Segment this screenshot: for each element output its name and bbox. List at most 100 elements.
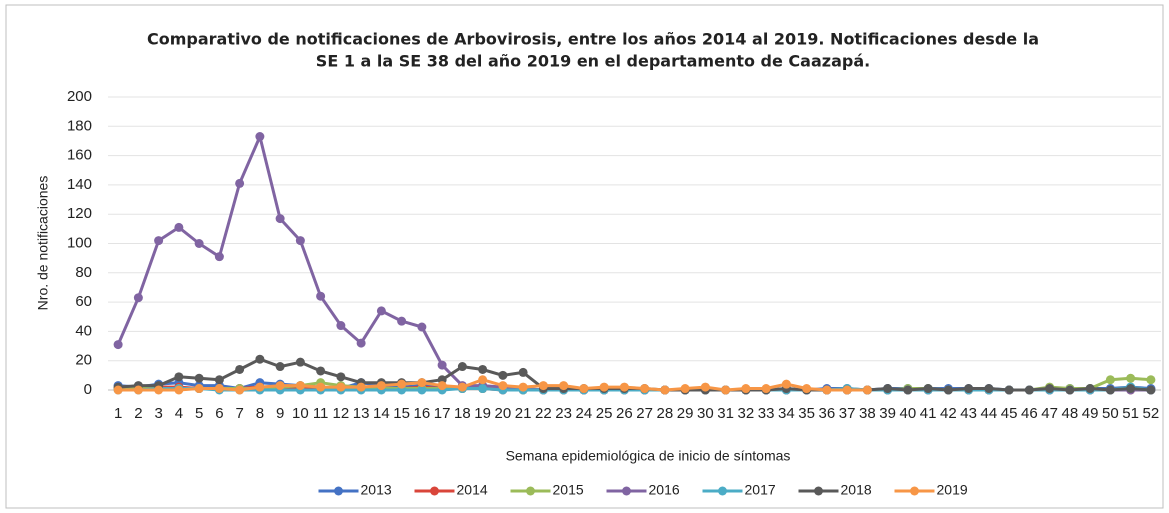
legend-label: 2019 [937, 482, 968, 498]
data-point [498, 381, 508, 391]
y-tick-label: 60 [75, 293, 92, 310]
x-tick-label: 21 [515, 405, 532, 422]
x-tick-label: 38 [859, 405, 876, 422]
data-point [113, 340, 123, 350]
data-point [255, 132, 265, 142]
data-point [417, 378, 427, 388]
data-point [336, 372, 346, 382]
data-point [154, 236, 164, 246]
legend-label: 2017 [745, 482, 776, 498]
data-point [295, 236, 305, 246]
data-point [194, 384, 204, 394]
x-tick-label: 22 [535, 405, 552, 422]
legend-label: 2013 [361, 482, 392, 498]
x-tick-label: 33 [758, 405, 775, 422]
data-point [1146, 385, 1156, 395]
data-point [1105, 375, 1115, 385]
data-point [1045, 384, 1055, 394]
data-point [518, 367, 528, 377]
data-point [376, 381, 386, 391]
data-point [214, 375, 224, 385]
data-point [214, 252, 224, 262]
x-tick-label: 31 [717, 405, 734, 422]
x-tick-label: 5 [195, 405, 203, 422]
x-tick-label: 6 [215, 405, 223, 422]
data-point [437, 381, 447, 391]
y-tick-label: 20 [75, 352, 92, 369]
data-point [498, 370, 508, 380]
x-tick-label: 46 [1021, 405, 1038, 422]
data-point [174, 372, 184, 382]
y-tick-label: 140 [67, 176, 92, 193]
x-tick-label: 7 [235, 405, 243, 422]
x-tick-label: 10 [292, 405, 309, 422]
legend-label: 2018 [841, 482, 872, 498]
data-point [457, 382, 467, 392]
legend-label: 2014 [457, 482, 488, 498]
chart-title: Comparativo de notificaciones de Arbovir… [147, 30, 1039, 49]
x-tick-label: 32 [738, 405, 755, 422]
data-point [478, 375, 488, 385]
data-point [336, 321, 346, 331]
legend-label: 2015 [553, 482, 584, 498]
y-tick-label: 0 [84, 381, 92, 398]
x-tick-label: 17 [434, 405, 451, 422]
x-tick-label: 13 [353, 405, 370, 422]
x-tick-label: 39 [879, 405, 896, 422]
x-tick-label: 52 [1143, 405, 1160, 422]
data-point [255, 382, 265, 392]
data-point [457, 362, 467, 372]
data-point [781, 379, 791, 389]
data-point [1024, 385, 1034, 395]
x-tick-label: 50 [1102, 405, 1119, 422]
x-tick-label: 36 [819, 405, 836, 422]
legend-marker [334, 486, 343, 496]
x-tick-label: 2 [134, 405, 142, 422]
x-tick-label: 37 [839, 405, 856, 422]
data-point [761, 384, 771, 394]
x-tick-label: 29 [677, 405, 694, 422]
x-tick-label: 44 [981, 405, 998, 422]
data-point [842, 385, 852, 395]
x-tick-label: 1 [114, 405, 122, 422]
data-point [174, 222, 184, 232]
legend-marker [814, 486, 823, 496]
x-tick-label: 30 [697, 405, 714, 422]
data-point [862, 385, 872, 395]
y-tick-label: 160 [67, 147, 92, 164]
x-tick-label: 49 [1082, 405, 1099, 422]
data-point [1004, 385, 1014, 395]
x-tick-label: 48 [1062, 405, 1079, 422]
y-tick-label: 180 [67, 117, 92, 134]
data-point [984, 384, 994, 394]
x-tick-label: 42 [940, 405, 957, 422]
data-point [822, 385, 832, 395]
data-point [1146, 375, 1156, 385]
data-point [964, 384, 974, 394]
data-point [113, 385, 123, 395]
y-tick-label: 120 [67, 205, 92, 222]
x-tick-label: 27 [636, 405, 653, 422]
x-tick-label: 16 [414, 405, 431, 422]
data-point [538, 381, 548, 391]
data-point [316, 291, 326, 301]
y-axis-label: Nro. de notificaciones [35, 176, 51, 311]
data-point [802, 384, 812, 394]
x-tick-label: 20 [495, 405, 512, 422]
data-point [295, 381, 305, 391]
x-tick-label: 14 [373, 405, 390, 422]
data-point [133, 293, 143, 303]
data-point [214, 384, 224, 394]
x-tick-label: 28 [657, 405, 674, 422]
data-point [235, 385, 245, 395]
x-tick-label: 34 [778, 405, 795, 422]
data-point [741, 384, 751, 394]
data-point [194, 373, 204, 383]
x-tick-label: 9 [276, 405, 284, 422]
data-point [133, 385, 143, 395]
data-point [619, 382, 629, 392]
x-tick-label: 43 [960, 405, 977, 422]
data-point [478, 384, 488, 394]
data-point [559, 381, 569, 391]
